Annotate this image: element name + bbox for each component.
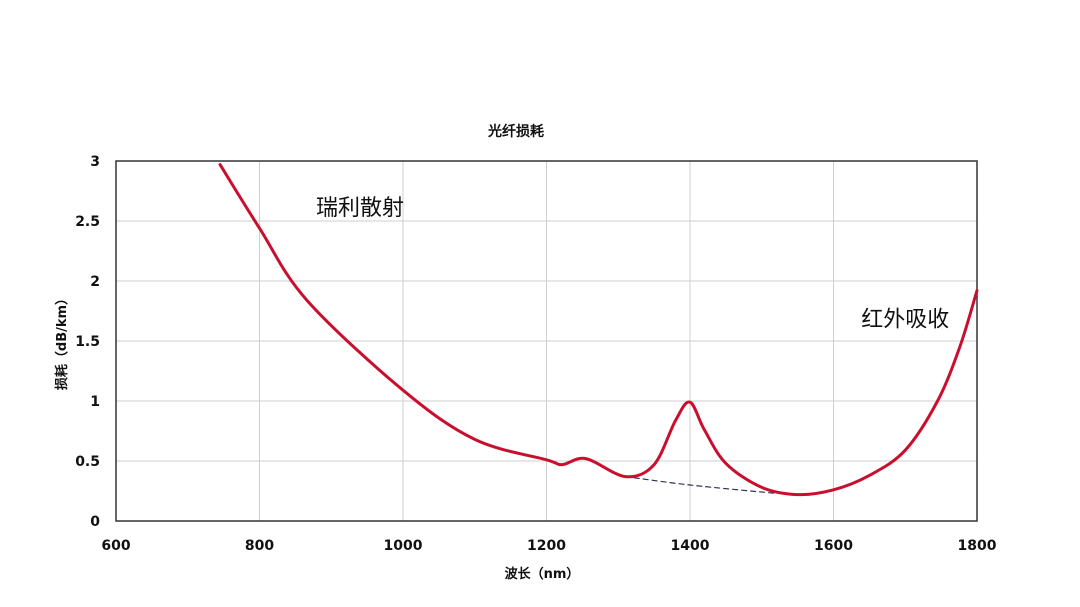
x-tick-label: 1200 [527, 538, 566, 554]
loss-curve [218, 163, 979, 497]
y-tick-label: 3 [90, 154, 100, 170]
annotation-label: 红外吸收 [861, 308, 949, 333]
x-tick-label: 1600 [814, 538, 853, 554]
annotation-label: 瑞利散射 [316, 196, 404, 221]
plot-area-border [115, 160, 978, 522]
y-tick-label: 2.5 [75, 214, 100, 230]
chart-title: 光纤损耗 [487, 123, 544, 140]
x-tick-label: 600 [101, 538, 130, 554]
series-layer [218, 163, 979, 497]
grid [115, 160, 978, 522]
x-tick-label: 1400 [671, 538, 710, 554]
y-tick-label: 0 [90, 514, 100, 530]
x-tick-label: 800 [245, 538, 274, 554]
y-tick-label: 1.5 [75, 334, 100, 350]
y-tick-label: 2 [90, 274, 100, 290]
y-tick-label: 0.5 [75, 454, 100, 470]
y-axis-label: 损耗（dB/km） [54, 292, 70, 390]
x-tick-label: 1800 [958, 538, 997, 554]
y-tick-label: 1 [90, 394, 100, 410]
x-tick-label: 1000 [384, 538, 423, 554]
x-axis-label: 波长（nm） [505, 566, 580, 582]
y-axis-ticks: 0 0.5 1 1.5 2 2.5 3 [75, 154, 100, 530]
x-axis-ticks: 600 800 1000 1200 1400 1600 1800 [101, 538, 996, 554]
baseline-dashed-curve [624, 476, 777, 494]
